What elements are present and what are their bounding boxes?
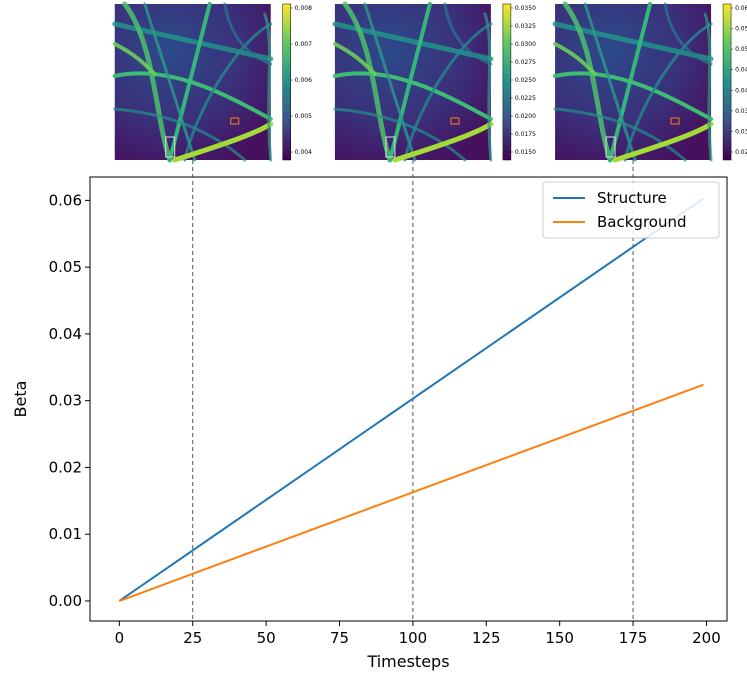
- y-tick-label: 0.04: [49, 325, 82, 343]
- y-axis-label: Beta: [11, 381, 30, 418]
- colorbar-tick-label: 0.0350: [515, 5, 536, 12]
- legend-label: Background: [597, 213, 687, 231]
- x-tick-label: 150: [545, 629, 574, 647]
- x-tick-label: 125: [472, 629, 501, 647]
- colorbar-tick-label: 0.050: [735, 46, 747, 53]
- colorbar-tick-label: 0.0225: [515, 95, 536, 102]
- y-tick-label: 0.05: [49, 258, 82, 276]
- legend: Structure Background: [542, 181, 720, 239]
- colorbar: [722, 3, 732, 161]
- x-tick-label: 200: [692, 629, 721, 647]
- colorbar-tick-label: 0.008: [295, 5, 312, 12]
- micrograph-image: [115, 4, 271, 160]
- colorbar-tick-label: 0.025: [735, 149, 747, 156]
- insets-layer: 0.0080.0070.0060.0050.0040.03500.03250.0…: [115, 4, 747, 160]
- y-tick-label: 0.01: [49, 525, 82, 543]
- y-tick-label: 0.06: [49, 191, 82, 209]
- colorbar-tick-label: 0.0175: [515, 131, 536, 138]
- colorbar-tick-label: 0.030: [735, 128, 747, 135]
- inset-1: 0.008 0.007 0.006 0.005 0.004: [115, 4, 312, 160]
- series-background: [119, 383, 704, 602]
- colorbar-tick-label: 0.060: [735, 5, 747, 12]
- y-tick-label: 0.00: [49, 592, 82, 610]
- colorbar-tick-label: 0.007: [295, 41, 312, 48]
- x-tick-label: 0: [115, 629, 125, 647]
- micrograph-image: [335, 4, 491, 160]
- colorbar-tick-label: 0.045: [735, 67, 747, 74]
- colorbar-tick-label: 0.0300: [515, 41, 536, 48]
- x-ticks: 0 25 50 75 100 125 150 175 200: [115, 621, 721, 647]
- colorbar-tick-label: 0.0200: [515, 113, 536, 120]
- micrograph-image: [555, 4, 711, 160]
- y-ticks: 0.00 0.01 0.02 0.03 0.04 0.05 0.06: [49, 191, 90, 610]
- colorbar: [502, 3, 512, 161]
- colorbar-tick-label: 0.0150: [515, 149, 536, 156]
- x-tick-label: 100: [399, 629, 428, 647]
- main-plot-axes: 0 25 50 75 100 125 150 175 200 0.000.010.020.030…: [11, 160, 728, 671]
- legend-label: Structure: [597, 189, 667, 207]
- colorbar-tick-label: 0.0275: [515, 59, 536, 66]
- y-tick-label: 0.03: [49, 392, 82, 410]
- x-axis-label: Timesteps: [366, 652, 449, 671]
- colorbar-tick-label: 0.005: [295, 113, 312, 120]
- x-tick-label: 75: [330, 629, 349, 647]
- series-structure: [118, 197, 705, 602]
- plot-frame: [89, 176, 728, 622]
- inset-3: 0.060 0.055 0.050 0.045 0.040 0.035 0.030 0.025: [555, 4, 747, 160]
- colorbar-tick-label: 0.040: [735, 87, 747, 94]
- y-tick-label: 0.02: [49, 458, 82, 476]
- colorbar-tick-label: 0.0250: [515, 77, 536, 84]
- x-tick-label: 175: [619, 629, 648, 647]
- colorbar-tick-label: 0.004: [295, 149, 312, 156]
- inset-2: 0.0350 0.0325 0.0300 0.0275 0.0250 0.0225 0.02…: [335, 4, 536, 160]
- colorbar-tick-label: 0.055: [735, 26, 747, 33]
- colorbar-tick-label: 0.035: [735, 108, 747, 115]
- colorbar-tick-label: 0.0325: [515, 23, 536, 30]
- colorbar-tick-label: 0.006: [295, 77, 312, 84]
- colorbar: [282, 3, 291, 161]
- series-layer: [118, 197, 705, 602]
- x-tick-label: 50: [257, 629, 276, 647]
- x-tick-label: 25: [183, 629, 202, 647]
- legend-box: [542, 181, 720, 239]
